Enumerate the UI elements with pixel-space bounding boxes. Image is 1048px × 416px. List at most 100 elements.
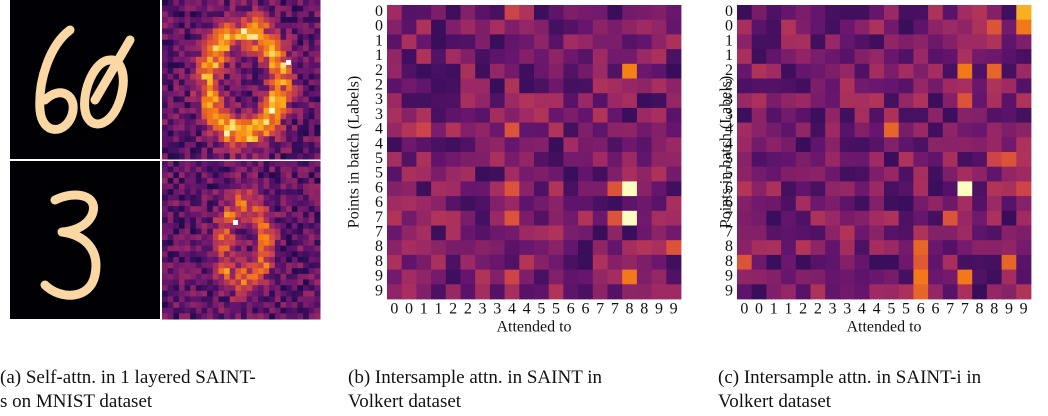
heatmap-cell	[781, 20, 796, 35]
cell	[309, 45, 315, 51]
cell	[196, 11, 202, 17]
cell	[207, 184, 213, 190]
cell	[168, 201, 174, 207]
heatmap-cell	[402, 5, 417, 20]
cell	[185, 172, 191, 178]
heatmap-cell	[652, 34, 667, 49]
cell	[264, 148, 270, 154]
cell	[247, 302, 253, 308]
cell	[190, 153, 196, 159]
heatmap-cell	[972, 196, 987, 211]
cell	[173, 23, 179, 29]
cell	[207, 97, 213, 103]
heatmap-cell	[446, 79, 461, 94]
cell	[218, 57, 224, 63]
cell	[281, 291, 287, 297]
cell	[292, 119, 298, 125]
cell	[309, 153, 315, 159]
heatmap-cell	[563, 64, 578, 79]
cell	[207, 223, 213, 229]
heatmap-cell	[884, 93, 899, 108]
cell	[202, 274, 208, 280]
heatmap-cell	[943, 226, 958, 241]
heatmap-cell	[666, 64, 681, 79]
heatmap-cell	[855, 5, 870, 20]
cell	[168, 85, 174, 91]
cell	[241, 28, 247, 34]
cell	[292, 172, 298, 178]
cell	[281, 285, 287, 291]
cell	[235, 308, 241, 314]
cell	[213, 274, 219, 280]
cell	[213, 291, 219, 297]
cell	[185, 17, 191, 23]
cell	[179, 212, 185, 218]
heatmap-cell	[913, 181, 928, 196]
heatmap-cell	[1002, 34, 1017, 49]
cell	[303, 148, 309, 154]
cell	[314, 206, 320, 212]
cell	[286, 212, 292, 218]
heatmap-cell	[446, 240, 461, 255]
heatmap-cell	[825, 20, 840, 35]
cell	[309, 85, 315, 91]
cell	[281, 136, 287, 142]
cell	[185, 28, 191, 34]
heatmap-cell	[811, 79, 826, 94]
cell	[269, 74, 275, 80]
cell	[202, 263, 208, 269]
cell	[190, 195, 196, 201]
heatmap-cell	[446, 5, 461, 20]
cell	[179, 280, 185, 286]
cell	[218, 148, 224, 154]
heatmap-cell	[811, 108, 826, 123]
heatmap-cell	[519, 5, 534, 20]
heatmap-cell	[752, 137, 767, 152]
cell	[213, 131, 219, 137]
cell	[185, 184, 191, 190]
heatmap-cell	[737, 270, 752, 285]
cell	[218, 108, 224, 114]
cell	[303, 131, 309, 137]
cell	[235, 108, 241, 114]
cell	[269, 91, 275, 97]
heatmap-cell	[387, 108, 402, 123]
cell	[179, 85, 185, 91]
heatmap-cell	[737, 240, 752, 255]
cell	[297, 45, 303, 51]
cell	[258, 0, 264, 6]
heatmap-cell	[461, 5, 476, 20]
cell	[218, 80, 224, 86]
cell	[218, 201, 224, 207]
cell	[173, 119, 179, 125]
cell	[230, 34, 236, 40]
heatmap-cell	[987, 181, 1002, 196]
cell	[275, 167, 281, 173]
cell	[292, 102, 298, 108]
cell	[297, 246, 303, 252]
cell	[281, 212, 287, 218]
cell	[303, 136, 309, 142]
heatmap-cell	[490, 5, 505, 20]
cell	[292, 6, 298, 12]
cell	[314, 11, 320, 17]
heatmap-cell	[505, 49, 520, 64]
cell	[314, 114, 320, 120]
cell	[281, 148, 287, 154]
heatmap-cell	[652, 255, 667, 270]
heatmap-cell	[622, 79, 637, 94]
heatmap-cell	[958, 167, 973, 182]
heatmap-cell	[608, 240, 623, 255]
heatmap-cell	[475, 20, 490, 35]
cell	[202, 302, 208, 308]
heatmap-cell	[766, 34, 781, 49]
cell	[314, 212, 320, 218]
cell	[224, 68, 230, 74]
heatmap-cell	[490, 255, 505, 270]
cell	[168, 251, 174, 257]
cell	[235, 0, 241, 6]
heatmap-cell	[987, 255, 1002, 270]
cell	[269, 97, 275, 103]
heatmap-cell	[505, 64, 520, 79]
cell	[185, 285, 191, 291]
